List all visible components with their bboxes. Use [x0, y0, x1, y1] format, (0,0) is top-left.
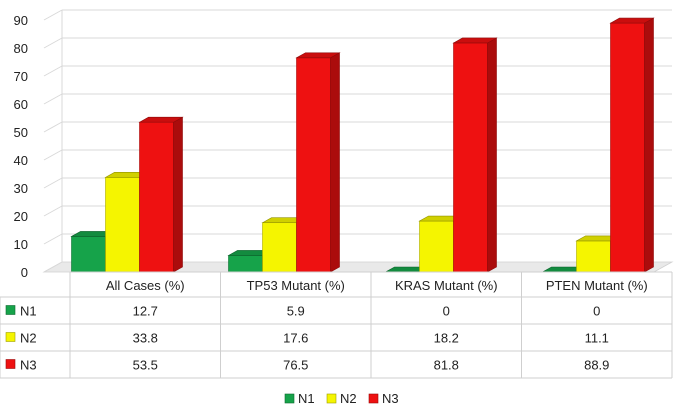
bar-side: [330, 52, 340, 273]
legend: N1 N2 N3: [284, 391, 399, 406]
legend-swatch-n2: [326, 393, 337, 404]
y-tick-label: 30: [14, 181, 28, 196]
y-tick-label: 60: [14, 97, 28, 112]
bar-n1-2: [227, 249, 273, 273]
y-tick-label: 80: [14, 41, 28, 56]
bar-top: [452, 37, 498, 44]
bar-front: [576, 240, 611, 273]
back-wall: [62, 10, 672, 262]
y-tick-label: 90: [14, 13, 28, 28]
gridline-diagonal: [43, 65, 63, 77]
gridline-diagonal: [43, 37, 63, 49]
x-tick-label: PTEN Mutant (%): [546, 278, 648, 293]
legend-key-n1: [5, 305, 16, 315]
y-tick-label: 40: [14, 153, 28, 168]
bar-front: [71, 236, 106, 273]
row-label-n1: N1: [20, 304, 37, 319]
legend-swatch-n1: [284, 393, 295, 404]
y-tick-label: 0: [21, 265, 28, 280]
legend-entry-n2: N2: [340, 391, 357, 406]
legend-key-n3: [5, 359, 16, 369]
bar-front: [228, 255, 263, 273]
bar-front: [105, 177, 140, 273]
legend-swatch-n3: [368, 393, 379, 404]
data-table: All Cases (%) TP53 Mutant (%) KRAS Mutant …: [0, 271, 673, 379]
y-tick-label: 10: [14, 237, 28, 252]
gridline-diagonal: [43, 233, 63, 245]
bar-n3-2: [295, 52, 341, 273]
y-tick-label: 70: [14, 69, 28, 84]
row-label-n3: N3: [20, 358, 37, 373]
bar-front: [610, 22, 645, 273]
data-label: 53.5: [133, 358, 158, 373]
data-label: 17.6: [283, 331, 308, 346]
bar-front: [419, 220, 454, 273]
bar-top: [295, 52, 341, 59]
data-label: 5.9: [287, 304, 305, 319]
gridline-diagonal: [43, 177, 63, 189]
data-label: 76.5: [283, 358, 308, 373]
data-label: 81.8: [434, 358, 459, 373]
bar-front: [296, 57, 331, 273]
data-label: 88.9: [584, 358, 609, 373]
bars: [70, 17, 655, 273]
gridline-diagonal: [43, 205, 63, 217]
gridline-diagonal: [43, 93, 63, 105]
data-label: 12.7: [133, 304, 158, 319]
data-label: 33.8: [133, 331, 158, 346]
data-label: 0: [593, 304, 600, 319]
axis-diagonal: [43, 261, 63, 273]
x-tick-label: KRAS Mutant (%): [395, 278, 498, 293]
bar-side: [644, 17, 654, 273]
y-tick-label: 20: [14, 209, 28, 224]
gridline-diagonal: [43, 149, 63, 161]
bar-front: [139, 121, 174, 273]
bar-front: [262, 222, 297, 273]
x-tick-label: TP53 Mutant (%): [247, 278, 345, 293]
legend-key-n2: [5, 332, 16, 342]
bar-side: [173, 116, 183, 273]
y-axis: 0 10 20 30 40 50 60 70 80 90: [14, 13, 28, 280]
gridline-diagonal: [43, 121, 63, 133]
bar-n3-3: [452, 37, 498, 273]
row-label-n2: N2: [20, 331, 37, 346]
x-tick-label: All Cases (%): [106, 278, 185, 293]
bar-side: [487, 37, 497, 273]
legend-entry-n1: N1: [298, 391, 315, 406]
bar-top: [609, 17, 655, 24]
data-label: 11.1: [585, 331, 609, 346]
legend-entry-n3: N3: [382, 391, 399, 406]
bar-n3-1: [138, 116, 184, 273]
data-label: 0: [443, 304, 450, 319]
bar-front: [453, 42, 488, 273]
gridline-diagonal: [43, 9, 63, 21]
bar-n3-4: [609, 17, 655, 273]
y-tick-label: 50: [14, 125, 28, 140]
data-label: 18.2: [434, 331, 459, 346]
bar-top: [138, 116, 184, 123]
